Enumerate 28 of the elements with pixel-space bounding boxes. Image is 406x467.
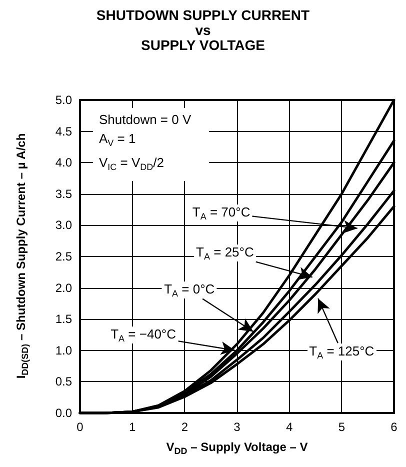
- annotation: Shutdown = 0 V: [99, 111, 192, 129]
- y-tick-label: 4.5: [55, 124, 72, 138]
- y-tick-label: 5.0: [55, 93, 72, 107]
- x-tick-label: 6: [390, 420, 398, 434]
- x-axis-title: V$_{DD}$ – Supply Voltage – V: [166, 440, 308, 456]
- x-tick-label: 2: [181, 420, 188, 434]
- y-tick-label: 2.5: [55, 250, 72, 264]
- y-tick-label: 3.5: [55, 186, 72, 201]
- y-tick-label: 4.0: [55, 156, 72, 170]
- annotation: T$_{A}$ = 70°C: [190, 204, 252, 222]
- annotation: T$_{A}$ = 0°C: [162, 282, 217, 299]
- annotation: T$_{A}$ = −40°C: [108, 326, 178, 344]
- x-tick-label: 1: [128, 420, 136, 434]
- y-tick-label: 0.5: [55, 374, 72, 389]
- y-tick-label: 0.0: [55, 406, 72, 420]
- x-tick-label: 4: [286, 420, 293, 434]
- y-tick-label: 2.0: [55, 280, 72, 295]
- chart-title: SHUTDOWN SUPPLY CURRENT vs SUPPLY VOLTAGE: [95, 7, 311, 53]
- x-tick-label: 5: [338, 420, 346, 434]
- x-tick-label: 0: [76, 420, 84, 434]
- annotation: A$_{V}$ = 1: [99, 130, 137, 150]
- x-tick-label: 3: [234, 420, 241, 434]
- annotation: V$_{IC}$ = V$_{DD}$/2: [99, 154, 166, 174]
- y-tick-label: 3.0: [55, 218, 72, 232]
- y-tick-label: 1.0: [55, 343, 72, 358]
- y-tick-label: 1.5: [55, 312, 72, 326]
- annotation: T$_{A}$ = 125°C: [307, 343, 376, 360]
- annotation: T$_{A}$ = 25°C: [194, 244, 256, 262]
